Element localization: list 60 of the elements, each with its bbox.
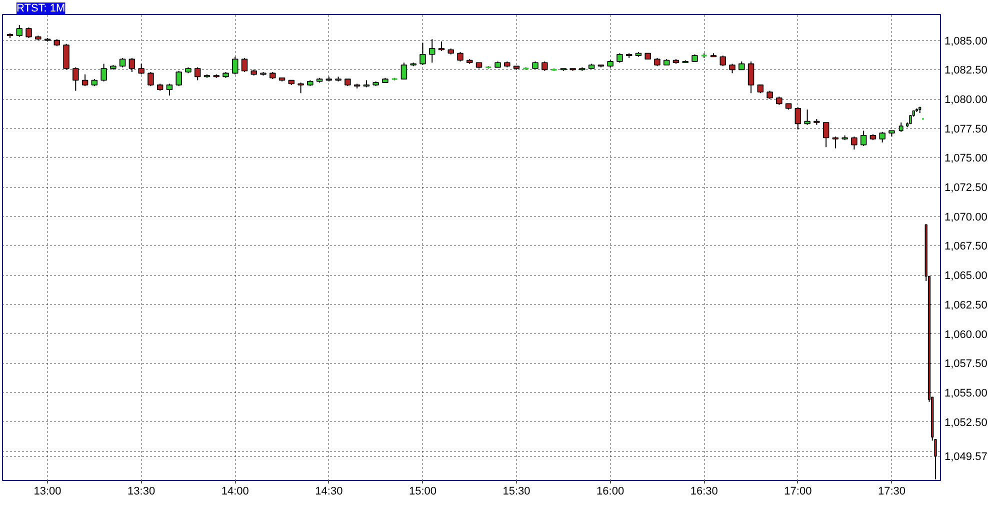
x-tick-label: 13:30: [128, 486, 156, 498]
y-tick-label: 1,082.50: [944, 64, 988, 77]
x-tick-label: 14:30: [315, 486, 343, 498]
candlestick: [241, 57, 248, 73]
candlestick: [26, 26, 32, 38]
y-tick-label: 1,060.00: [944, 328, 988, 341]
y-tick-label: 1,077.50: [944, 123, 988, 136]
y-tick-label: 1,052.50: [944, 416, 988, 429]
y-tick-label: 1,057.50: [944, 358, 988, 370]
candlestick: [860, 130, 867, 146]
candlestick: [428, 38, 436, 64]
candlestick: [794, 106, 802, 130]
candlestick: [194, 66, 201, 81]
candlestick: [400, 62, 408, 80]
x-tick-label: 16:30: [690, 486, 718, 498]
y-tick-label: 1,085.00: [944, 35, 988, 48]
candlestick: [100, 63, 107, 82]
candlestick: [822, 122, 830, 148]
candlestick: [176, 70, 182, 87]
y-tick-label: 1,062.50: [944, 299, 988, 312]
chart-title: RTST: 1M: [16, 2, 66, 14]
candlestick: [438, 40, 445, 52]
candlestick: [898, 122, 904, 132]
candlestick: [128, 57, 136, 73]
candlestick: [729, 63, 736, 74]
y-tick-label: 1,080.00: [944, 94, 988, 106]
y-tick-label: 1,049.57: [944, 451, 988, 464]
candlestick: [63, 43, 70, 70]
x-tick-label: 15:00: [408, 486, 436, 498]
candlestick: [720, 55, 726, 67]
y-tick-label: 1,072.50: [944, 182, 988, 194]
x-tick-label: 13:00: [34, 486, 62, 498]
candlestick: [542, 60, 548, 72]
y-tick-label: 1,055.00: [944, 387, 988, 400]
candlestick: [420, 42, 426, 66]
candlestick: [148, 72, 154, 87]
candlestick: [138, 63, 144, 75]
x-tick-label: 16:00: [596, 486, 624, 498]
y-tick-label: 1,070.00: [944, 211, 988, 224]
candlestick: [616, 52, 623, 64]
x-tick-label: 17:30: [878, 486, 906, 498]
candlestick: [119, 57, 126, 68]
x-tick-label: 14:00: [221, 486, 249, 498]
candlestick: [298, 82, 304, 94]
candlestick: [879, 131, 886, 143]
candlestick: [166, 83, 173, 96]
x-tick-label: 15:30: [502, 486, 530, 498]
y-tick-label: 1,065.00: [944, 270, 988, 282]
candlestick: [457, 52, 464, 62]
y-tick-label: 1,075.00: [944, 152, 988, 165]
candlestick: [832, 136, 839, 149]
candlestick: [232, 56, 238, 75]
candlestick: [804, 109, 810, 126]
x-tick-label: 17:00: [784, 486, 812, 498]
candlestick: [82, 74, 88, 87]
y-tick-label: 1,067.50: [944, 240, 988, 253]
candlestick: [748, 60, 754, 94]
candlestick: [72, 66, 79, 92]
candlestick: [16, 24, 23, 38]
candlestick: [851, 136, 858, 150]
